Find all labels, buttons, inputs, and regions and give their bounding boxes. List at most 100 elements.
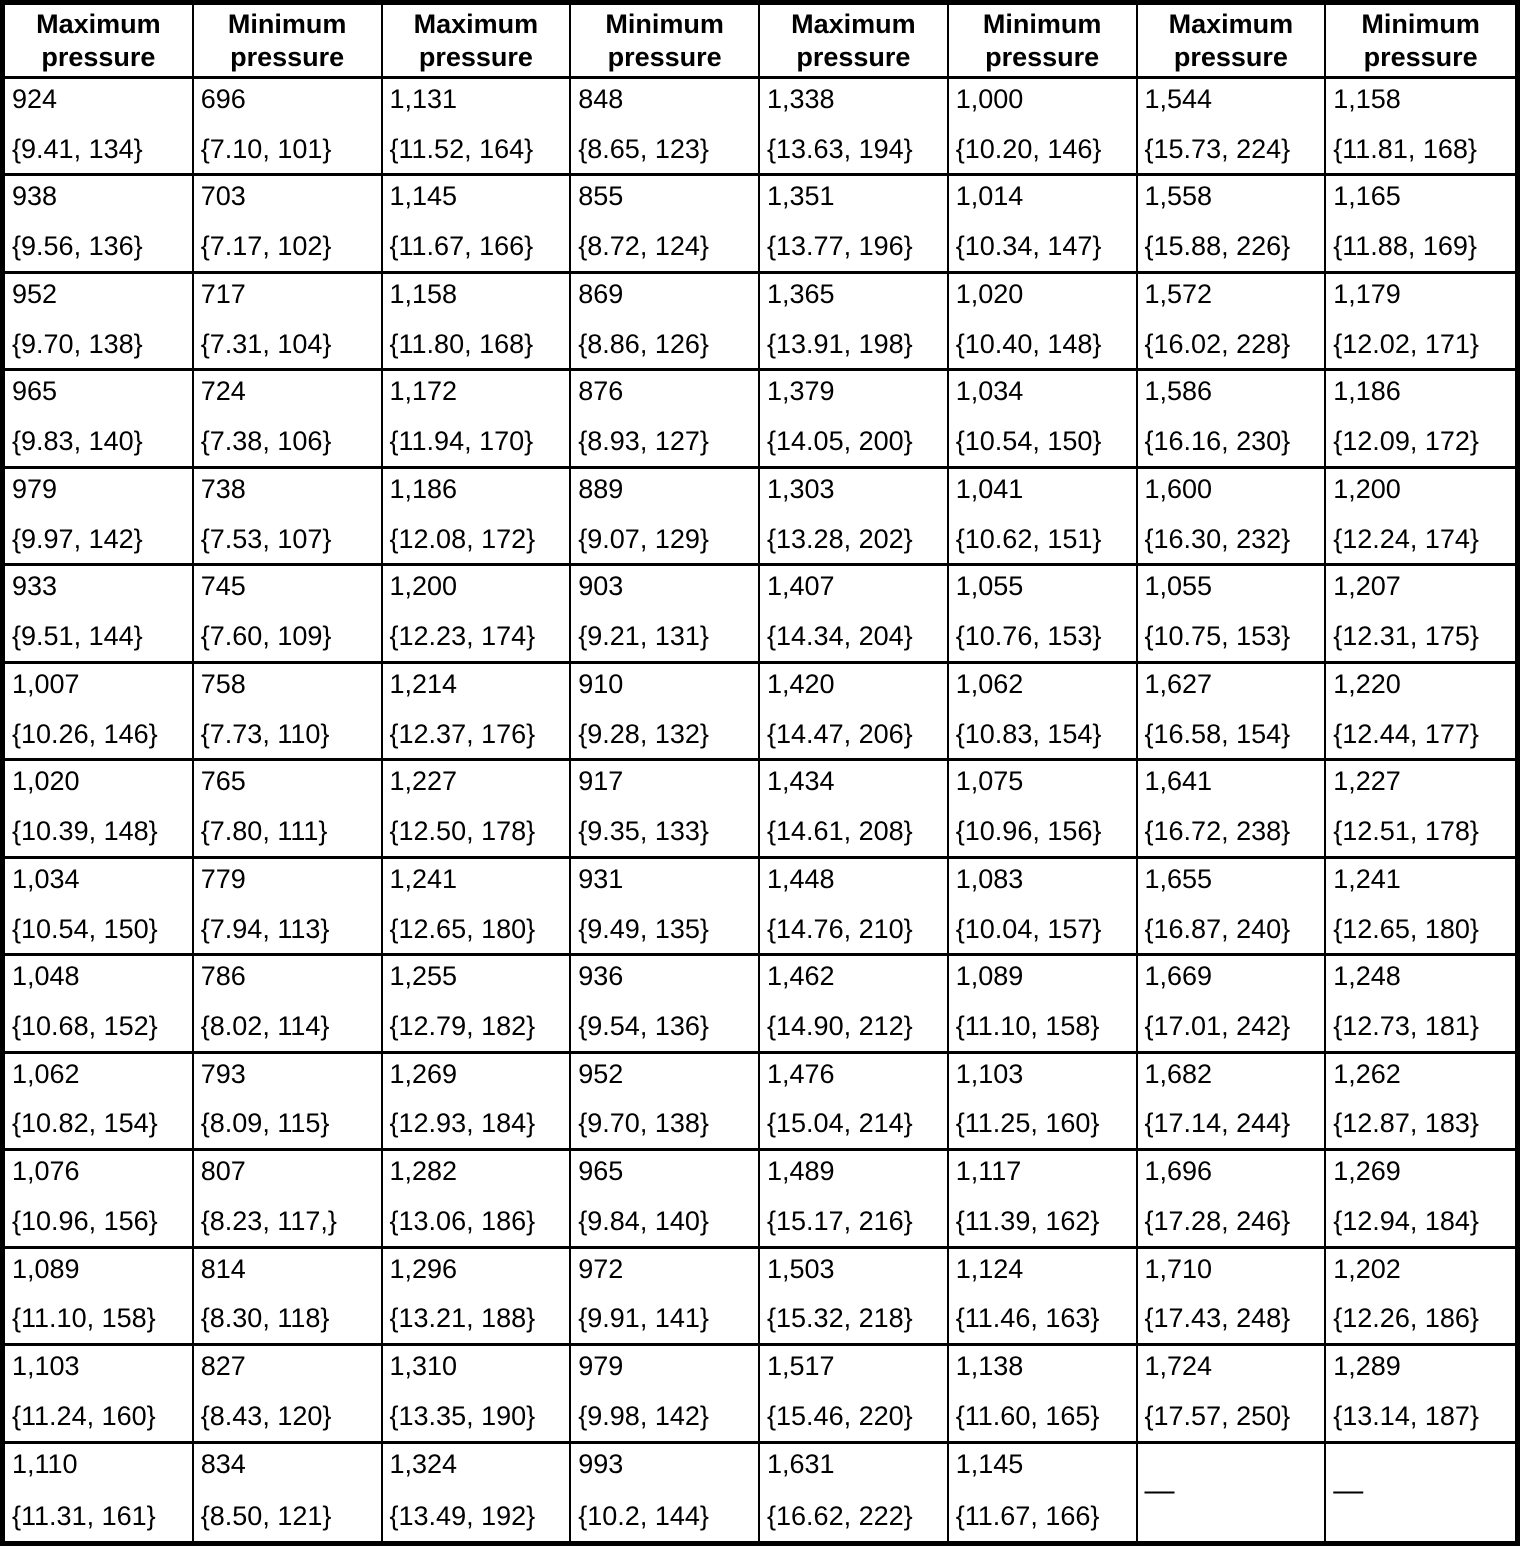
- table-cell: 1,172 {11.94, 170}: [382, 371, 572, 469]
- pressure-range: {12.87, 183}: [1333, 1108, 1479, 1139]
- pressure-value: 1,724: [1144, 1351, 1213, 1382]
- table-cell: 936 {9.54, 136}: [571, 956, 760, 1054]
- pressure-value: 1,269: [389, 1058, 458, 1089]
- header-line2: pressure: [796, 41, 911, 72]
- pressure-range: {15.88, 226}: [1144, 231, 1291, 262]
- pressure-value: 1,310: [389, 1351, 458, 1382]
- pressure-range: {10.54, 150}: [12, 913, 158, 944]
- pressure-value: 1,200: [1333, 473, 1401, 504]
- pressure-value: 1,179: [1333, 278, 1401, 309]
- pressure-value: 1,200: [389, 571, 458, 602]
- table-cell: 1,214 {12.37, 176}: [382, 663, 572, 762]
- pressure-value: 1,296: [389, 1253, 458, 1284]
- pressure-range: {10.04, 157}: [955, 913, 1102, 944]
- table-cell: 1,103 {11.25, 160}: [948, 1053, 1138, 1152]
- table-cell: 779 {7.94, 113}: [193, 858, 383, 957]
- pressure-value: 1,186: [1333, 376, 1401, 407]
- table-cell: 1,269 {12.93, 184}: [382, 1053, 572, 1152]
- pressure-range: {9.28, 132}: [578, 718, 709, 749]
- pressure-value: 1,503: [767, 1253, 835, 1284]
- pressure-range: {8.02, 114}: [200, 1010, 330, 1041]
- table-cell: 1,365 {13.91, 198}: [760, 273, 949, 372]
- pressure-value: 1,062: [955, 668, 1024, 699]
- pressure-range: {12.79, 182}: [389, 1010, 536, 1041]
- pressure-value: 1,089: [955, 961, 1024, 992]
- table-cell: 1,627 {16.58, 154}: [1137, 663, 1327, 762]
- table-cell: 1,655 {16.87, 240}: [1137, 858, 1327, 957]
- table-cell: 965 {9.84, 140}: [571, 1151, 760, 1249]
- table-cell: 1,476 {15.04, 214}: [760, 1053, 949, 1152]
- pressure-range: {10.96, 156}: [955, 816, 1102, 847]
- table-cell: 1,289 {13.14, 187}: [1326, 1346, 1515, 1444]
- pressure-range: {7.94, 113}: [200, 913, 330, 944]
- table-cell: 1,407 {14.34, 204}: [760, 566, 949, 664]
- table-cell: 869 {8.86, 126}: [571, 273, 760, 372]
- pressure-range: {7.73, 110}: [200, 718, 330, 749]
- pressure-value: 979: [578, 1351, 624, 1382]
- pressure-range: {14.61, 208}: [767, 816, 913, 847]
- pressure-range: {9.56, 136}: [12, 231, 143, 262]
- pressure-range: {10.76, 153}: [955, 621, 1102, 652]
- pressure-value: 1,124: [955, 1253, 1024, 1284]
- pressure-value: 1,682: [1144, 1058, 1213, 1089]
- pressure-value: 1,207: [1333, 571, 1401, 602]
- pressure-value: 1,282: [389, 1156, 458, 1187]
- pressure-range: {13.91, 198}: [767, 328, 913, 359]
- table-cell: 1,200 {12.23, 174}: [382, 566, 572, 664]
- pressure-value: 933: [12, 571, 58, 602]
- table-cell: 1,103 {11.24, 160}: [5, 1346, 194, 1444]
- pressure-value: 1,103: [12, 1351, 80, 1382]
- pressure-value: 834: [200, 1448, 246, 1479]
- pressure-value: 903: [578, 571, 624, 602]
- table-cell: 765 {7.80, 111}: [193, 761, 383, 859]
- table-cell: 952 {9.70, 138}: [571, 1053, 760, 1152]
- pressure-range: {17.28, 246}: [1144, 1205, 1291, 1236]
- table-cell: 1,600 {16.30, 232}: [1137, 468, 1327, 567]
- pressure-value: 1,034: [12, 863, 80, 894]
- pressure-value: 1,062: [12, 1058, 80, 1089]
- pressure-value: 1,365: [767, 278, 835, 309]
- table-cell: 1,503 {15.32, 218}: [760, 1248, 949, 1347]
- pressure-range: {12.23, 174}: [389, 621, 536, 652]
- table-cell: —: [1138, 1443, 1327, 1541]
- pressure-range: {11.10, 158}: [955, 1010, 1100, 1041]
- pressure-value: 1,696: [1144, 1156, 1213, 1187]
- pressure-value: 1,103: [955, 1058, 1024, 1089]
- pressure-range: {14.76, 210}: [767, 913, 913, 944]
- pressure-value: 1,586: [1144, 376, 1213, 407]
- pressure-range: {8.23, 117,}: [200, 1205, 337, 1236]
- pressure-value: 1,055: [1144, 571, 1213, 602]
- table-cell: 1,055 {10.76, 153}: [948, 566, 1138, 664]
- pressure-value: 972: [578, 1253, 624, 1284]
- table-cell: 924 {9.41, 134}: [5, 79, 194, 177]
- table-cell: 1,055 {10.75, 153}: [1137, 566, 1327, 664]
- pressure-range: {8.50, 121}: [200, 1501, 332, 1532]
- pressure-range: {12.08, 172}: [389, 523, 536, 554]
- pressure-value: 1,131: [389, 84, 458, 114]
- pressure-value: 1,558: [1144, 181, 1213, 212]
- pressure-value: 703: [200, 181, 246, 212]
- table-cell: 1,669 {17.01, 242}: [1137, 956, 1327, 1054]
- pressure-range: {12.51, 178}: [1333, 816, 1479, 847]
- pressure-range: {9.54, 136}: [578, 1010, 709, 1041]
- table-cell: 979 {9.97, 142}: [5, 468, 194, 567]
- pressure-range: {13.77, 196}: [767, 231, 913, 262]
- pressure-value: 1,214: [389, 668, 458, 699]
- pressure-value: 1,089: [12, 1253, 80, 1284]
- pressure-value: 1,351: [767, 181, 835, 212]
- pressure-value: 936: [578, 961, 624, 992]
- pressure-value: 889: [578, 473, 624, 504]
- table-cell: 703 {7.17, 102}: [193, 176, 383, 274]
- table-cell: 917 {9.35, 133}: [571, 761, 760, 859]
- pressure-range: {7.17, 102}: [200, 231, 332, 262]
- table-cell: 814 {8.30, 118}: [193, 1248, 383, 1347]
- empty-marker: —: [1333, 1474, 1364, 1508]
- pressure-value: 1,117: [955, 1156, 1022, 1187]
- table-cell: 965 {9.83, 140}: [5, 371, 194, 469]
- table-cell: 910 {9.28, 132}: [571, 663, 760, 762]
- table-cell: 1,145 {11.67, 166}: [382, 176, 572, 274]
- pressure-range: {17.43, 248}: [1144, 1303, 1291, 1334]
- pressure-value: 1,489: [767, 1156, 835, 1187]
- pressure-range: {12.93, 184}: [389, 1108, 536, 1139]
- header-line1: Maximum: [791, 9, 916, 40]
